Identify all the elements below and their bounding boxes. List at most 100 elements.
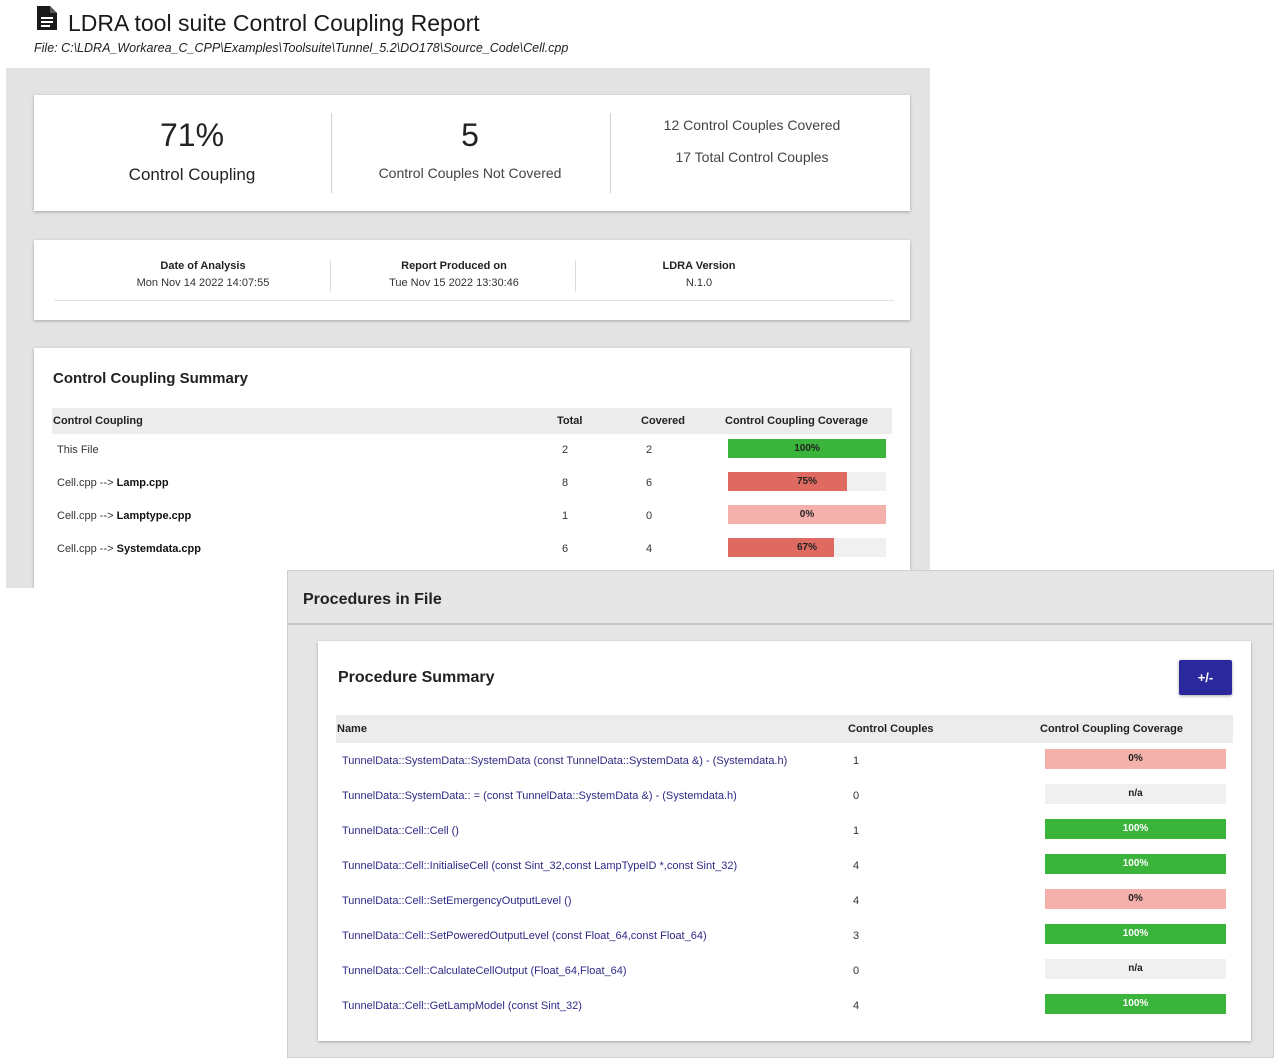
control-coupling-summary-card: Control Coupling Summary Control Couplin… (34, 348, 910, 588)
coverage-bar: 75% (728, 472, 886, 491)
not-covered-label: Control Couples Not Covered (378, 165, 562, 181)
procedures-section-header: Procedures in File (288, 571, 1273, 625)
coverage-bar: 100% (1045, 924, 1226, 944)
summary-row: This File 2 2 100% (52, 435, 892, 465)
procedure-table-header: Name Control Couples Control Coupling Co… (336, 715, 1233, 743)
control-couples-cell: 1 (853, 825, 860, 837)
summary-title: Control Coupling Summary (53, 370, 248, 387)
coverage-bar-label: n/a (1128, 788, 1143, 799)
total-count: 17 Total Control Couples (675, 149, 829, 165)
procedure-summary-card: Procedure Summary +/- Name Control Coupl… (318, 641, 1251, 1041)
covered-cell: 0 (646, 510, 653, 522)
control-couples-cell: 0 (853, 790, 860, 802)
coverage-bar-fill (1045, 854, 1226, 874)
control-couples-cell: 4 (853, 860, 860, 872)
column-header-control-coupling: Control Coupling (53, 415, 143, 427)
stat-divider (331, 113, 332, 193)
coverage-bar: 100% (1045, 819, 1226, 839)
coverage-bar-label: 100% (1122, 858, 1149, 869)
procedure-link[interactable]: TunnelData::Cell::Cell () (342, 825, 459, 837)
coverage-bar-label: 75% (796, 476, 817, 487)
total-cell: 6 (562, 543, 569, 555)
coverage-bar: 100% (728, 439, 886, 458)
summary-row: Cell.cpp --> Systemdata.cpp 6 4 67% (52, 534, 892, 564)
covered-cell: 2 (646, 444, 653, 456)
info-divider (575, 260, 576, 292)
procedures-window: Procedures in File Procedure Summary +/-… (287, 570, 1274, 1058)
covered-count: 12 Control Couples Covered (663, 117, 841, 133)
control-couples-cell: 4 (853, 1000, 860, 1012)
procedure-row: TunnelData::Cell::CalculateCellOutput (F… (336, 953, 1233, 988)
procedure-row: TunnelData::Cell::Cell () 1 100% (336, 813, 1233, 848)
procedure-link[interactable]: TunnelData::Cell::SetEmergencyOutputLeve… (342, 895, 572, 907)
coverage-bar-fill (1045, 889, 1226, 909)
coverage-bar-fill (728, 472, 847, 491)
control-couples-cell: 3 (853, 930, 860, 942)
coverage-bar: n/a (1045, 959, 1226, 979)
report-window: LDRA tool suite Control Coupling Report … (6, 4, 930, 588)
procedure-summary-title: Procedure Summary (338, 669, 495, 686)
covered-cell: 4 (646, 543, 653, 555)
not-covered-count: 5 (461, 117, 479, 153)
ldra-version: LDRA Version N.1.0 (579, 260, 819, 289)
procedure-row: TunnelData::Cell::SetEmergencyOutputLeve… (336, 883, 1233, 918)
coverage-bar: 100% (1045, 994, 1226, 1014)
procedures-section-title: Procedures in File (303, 591, 442, 608)
coverage-bar: 0% (1045, 889, 1226, 909)
info-divider (330, 260, 331, 292)
report-title: LDRA tool suite Control Coupling Report (68, 10, 480, 36)
file-path: File: C:\LDRA_Workarea_C_CPP\Examples\To… (34, 41, 569, 55)
coverage-bar-fill (728, 439, 886, 458)
report-produced-value: Tue Nov 15 2022 13:30:46 (389, 277, 519, 289)
control-couples-cell: 1 (853, 755, 860, 767)
column-header-control-couples: Control Couples (848, 723, 934, 735)
date-of-analysis: Date of Analysis Mon Nov 14 2022 14:07:5… (83, 260, 323, 289)
coverage-bar: 0% (1045, 749, 1226, 769)
procedure-link[interactable]: TunnelData::SystemData::SystemData (cons… (342, 755, 788, 767)
coverage-bar-label: 67% (796, 542, 817, 553)
procedure-link[interactable]: TunnelData::Cell::SetPoweredOutputLevel … (342, 930, 707, 942)
procedure-link[interactable]: TunnelData::Cell::InitialiseCell (const … (342, 860, 738, 872)
coverage-bar-label: 100% (794, 443, 820, 454)
summary-row: Cell.cpp --> Lamp.cpp 8 6 75% (52, 468, 892, 498)
coverage-bar-fill (1045, 994, 1226, 1014)
column-header-coverage: Control Coupling Coverage (1040, 723, 1183, 735)
procedure-row: TunnelData::SystemData:: = (const Tunnel… (336, 778, 1233, 813)
procedure-row: TunnelData::Cell::SetPoweredOutputLevel … (336, 918, 1233, 953)
stat-divider (610, 113, 611, 193)
coverage-bar-fill (1045, 819, 1226, 839)
coverage-bar-label: 100% (1122, 823, 1149, 834)
coverage-bar-label: 100% (1122, 998, 1149, 1009)
procedure-link[interactable]: TunnelData::Cell::GetLampModel (const Si… (342, 1000, 582, 1012)
control-couples-cell: 4 (853, 895, 860, 907)
coverage-bar: 0% (728, 505, 886, 524)
ldra-version-label: LDRA Version (662, 260, 736, 272)
analysis-info-card: Date of Analysis Mon Nov 14 2022 14:07:5… (34, 240, 910, 320)
coverage-bar-fill (1045, 924, 1226, 944)
report-header: LDRA tool suite Control Coupling Report … (6, 4, 930, 68)
coverage-bar-label: 0% (799, 509, 815, 520)
expand-collapse-button[interactable]: +/- (1179, 660, 1232, 695)
coverage-percent: 71% (159, 117, 225, 153)
summary-row: Cell.cpp --> Lamptype.cpp 1 0 0% (52, 501, 892, 531)
procedure-row: TunnelData::Cell::GetLampModel (const Si… (336, 988, 1233, 1023)
coverage-bar-fill (728, 538, 834, 557)
column-header-name: Name (337, 723, 367, 735)
procedure-link[interactable]: TunnelData::Cell::CalculateCellOutput (F… (342, 965, 627, 977)
coverage-bar: 67% (728, 538, 886, 557)
total-cell: 2 (562, 444, 569, 456)
document-icon (37, 6, 57, 30)
coupling-name: Cell.cpp --> Lamptype.cpp (57, 510, 192, 522)
ldra-version-value: N.1.0 (685, 277, 713, 289)
procedure-row: TunnelData::Cell::InitialiseCell (const … (336, 848, 1233, 883)
control-couples-cell: 0 (853, 965, 860, 977)
info-rule (54, 300, 894, 301)
coverage-bar: n/a (1045, 784, 1226, 804)
coverage-bar-label: 0% (1128, 753, 1143, 764)
coverage-bar: 100% (1045, 854, 1226, 874)
report-produced: Report Produced on Tue Nov 15 2022 13:30… (334, 260, 574, 289)
column-header-coverage: Control Coupling Coverage (725, 415, 868, 427)
coverage-stats-card: 71% Control Coupling 5 Control Couples N… (34, 95, 910, 211)
procedure-link[interactable]: TunnelData::SystemData:: = (const Tunnel… (342, 790, 737, 802)
report-produced-label: Report Produced on (401, 260, 507, 272)
